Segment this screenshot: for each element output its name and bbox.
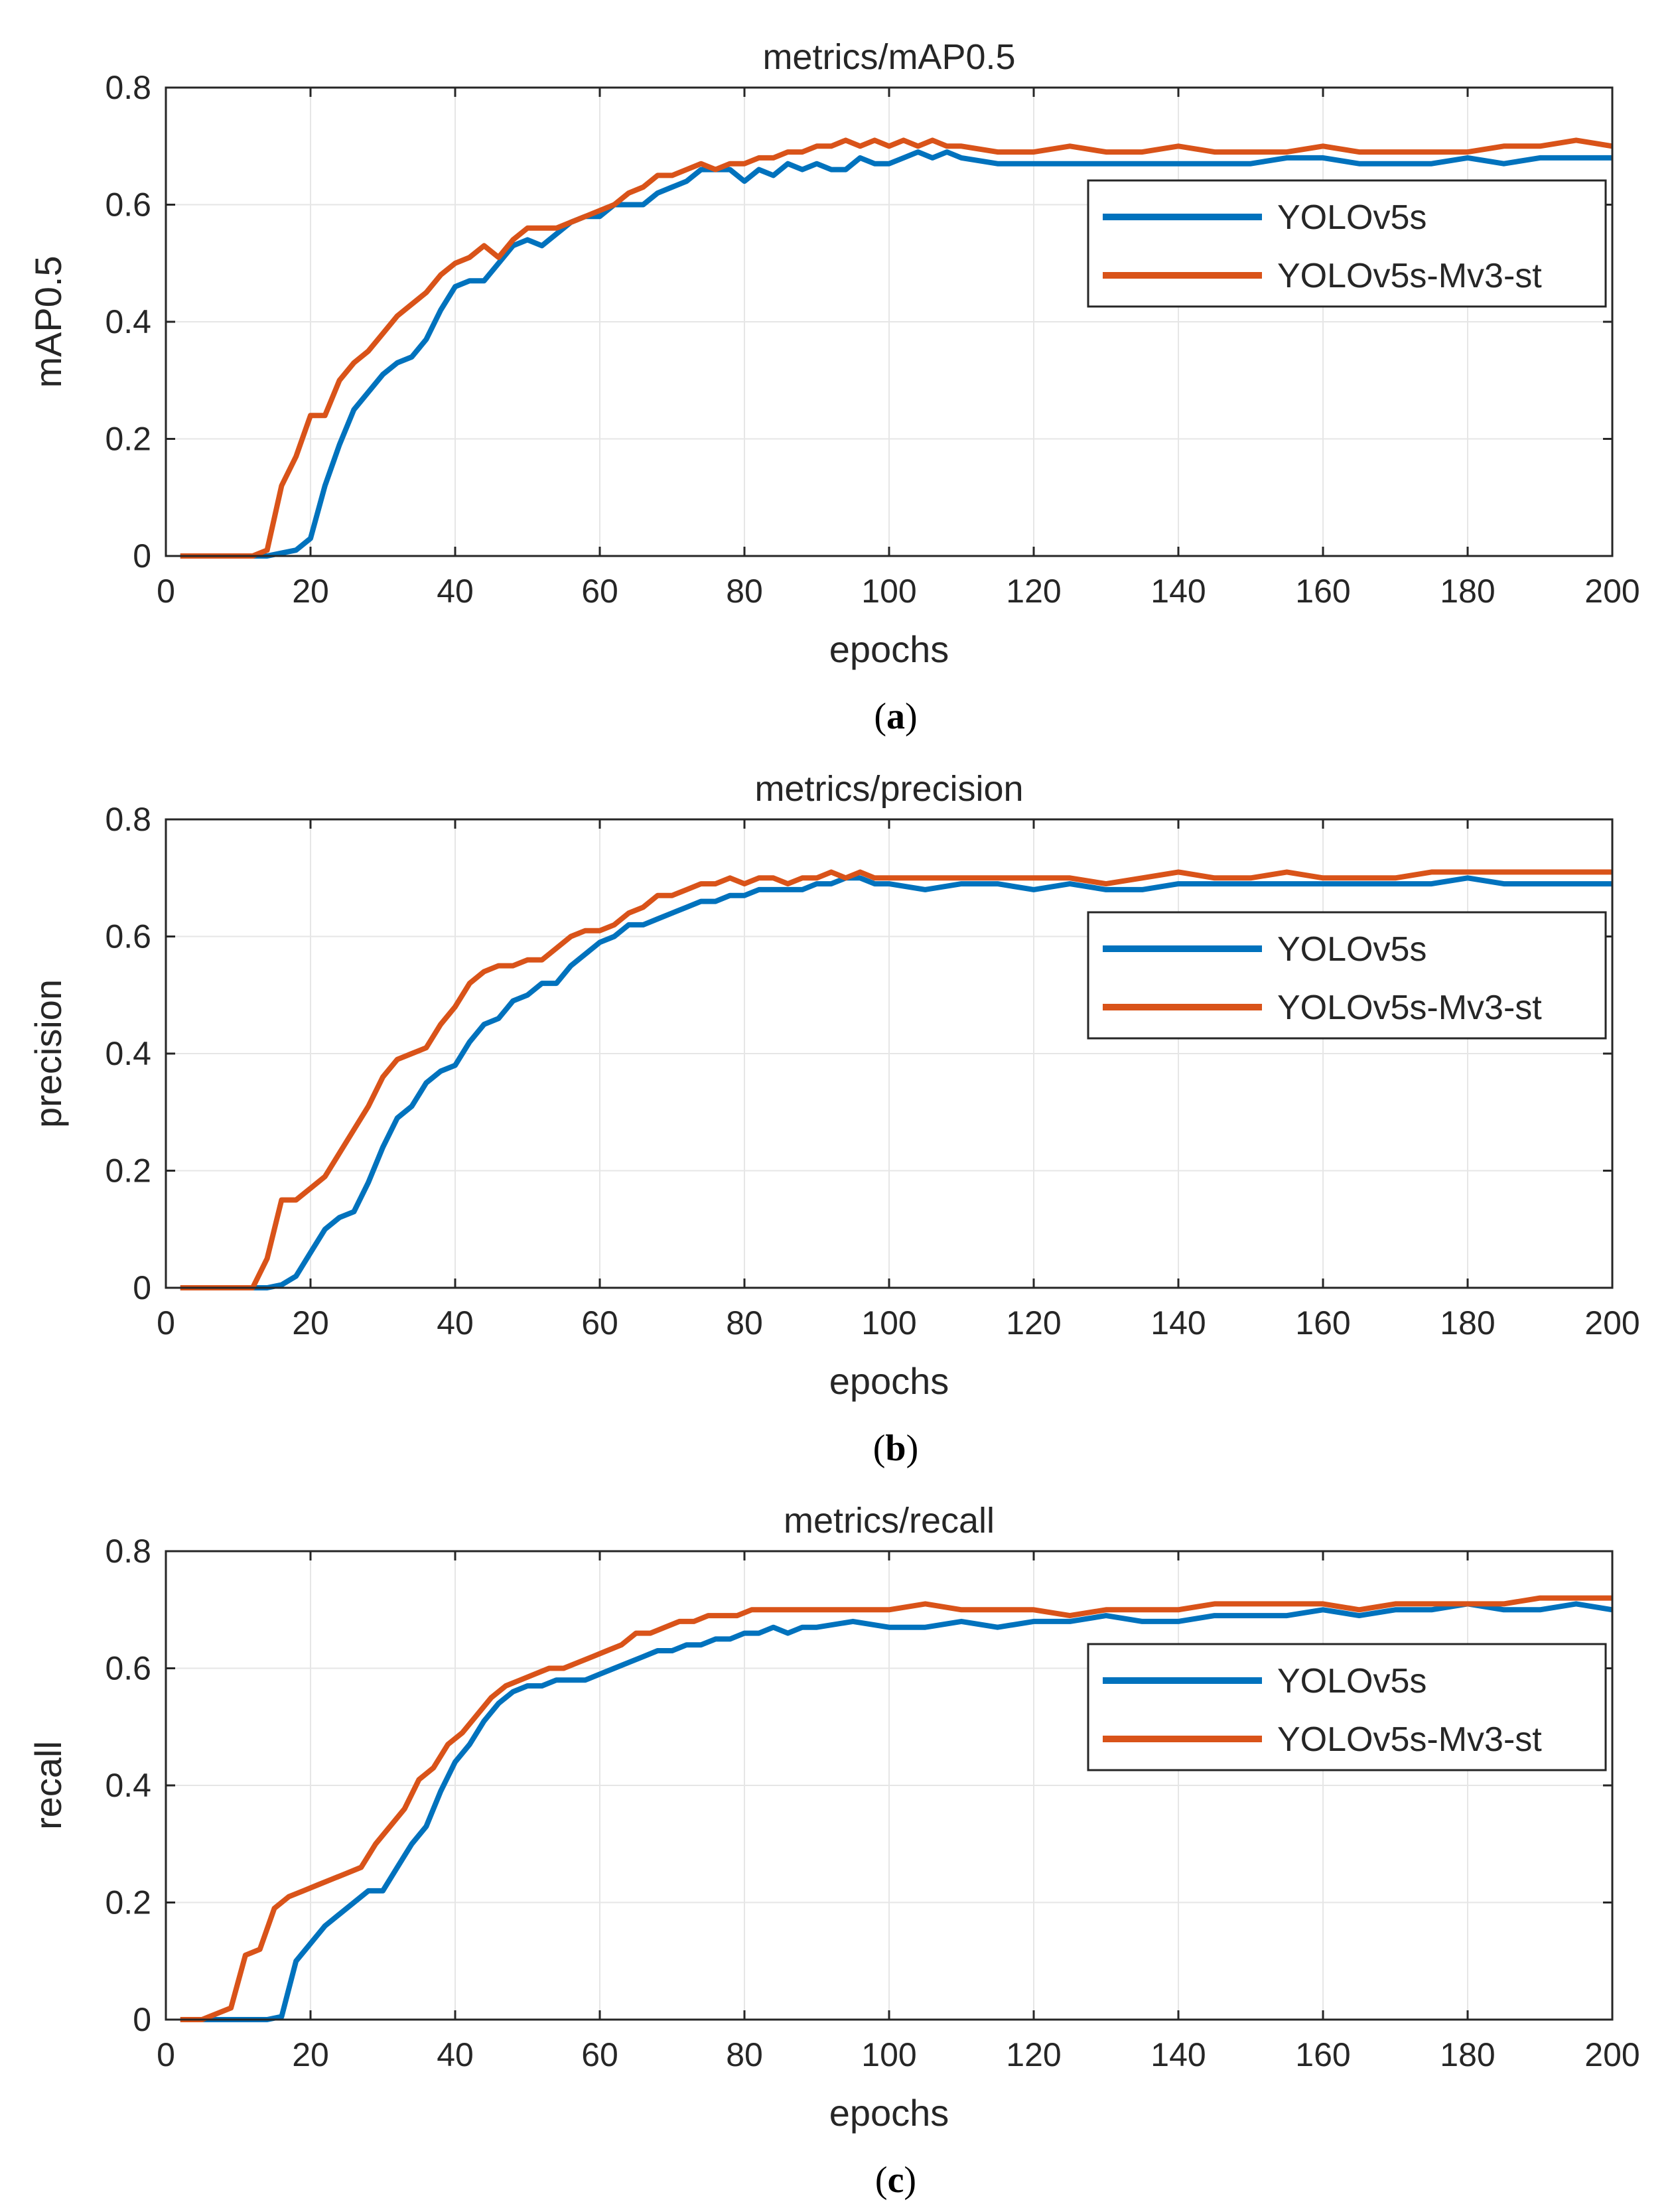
chart-title: metrics/mAP0.5: [762, 37, 1015, 77]
legend: YOLOv5s YOLOv5s-Mv3-st: [1087, 179, 1607, 308]
y-tick-label: 0.4: [105, 303, 151, 340]
x-tick-label: 40: [437, 2036, 474, 2073]
legend-label: YOLOv5s-Mv3-st: [1277, 989, 1542, 1027]
x-tick-label: 20: [292, 2036, 329, 2073]
x-tick-label: 40: [437, 573, 474, 610]
x-tick-label: 140: [1151, 2036, 1206, 2073]
x-axis-label: epochs: [829, 2092, 949, 2134]
x-axis-label: epochs: [829, 628, 949, 670]
y-tick-label: 0: [133, 537, 151, 575]
x-tick-label: 0: [157, 573, 175, 610]
x-tick-label: 80: [726, 573, 763, 610]
panel-caption-letter: a: [886, 696, 905, 737]
x-tick-label: 100: [861, 573, 916, 610]
series-line-yolov5s-mv3-st: [180, 137, 1613, 559]
series-line-yolov5s-mv3-st: [180, 869, 1612, 1290]
x-tick-label: 80: [726, 1304, 763, 1342]
series-line-yolov5s-mv3-st: [180, 1595, 1612, 2022]
y-tick-label: 0.6: [105, 1650, 151, 1687]
x-tick-label: 60: [581, 573, 618, 610]
panel-caption: (c): [875, 2160, 916, 2201]
x-axis-label: epochs: [829, 1360, 949, 1402]
x-tick-label: 180: [1440, 1304, 1495, 1342]
y-axis-label: recall: [27, 1741, 69, 1830]
legend-label: YOLOv5s: [1277, 1662, 1427, 1700]
chart-title: metrics/recall: [784, 1501, 995, 1541]
x-tick-label: 0: [157, 1304, 175, 1342]
y-tick-label: 0.4: [105, 1035, 151, 1072]
x-tick-label: 160: [1295, 2036, 1350, 2073]
x-tick-label: 160: [1295, 1304, 1350, 1342]
x-tick-label: 0: [157, 2036, 175, 2073]
y-tick-label: 0.8: [105, 69, 151, 106]
x-tick-label: 120: [1006, 1304, 1061, 1342]
legend: YOLOv5s YOLOv5s-Mv3-st: [1087, 911, 1607, 1040]
x-tick-label: 60: [581, 2036, 618, 2073]
x-tick-label: 120: [1006, 2036, 1061, 2073]
x-tick-label: 100: [861, 2036, 916, 2073]
x-tick-label: 20: [292, 1304, 329, 1342]
series-line-yolov5s: [180, 875, 1612, 1290]
y-tick-label: 0.8: [105, 1533, 151, 1570]
panel-caption-letter: b: [885, 1428, 906, 1469]
x-tick-label: 120: [1006, 573, 1061, 610]
x-tick-label: 80: [726, 2036, 763, 2073]
panel-caption: (b): [873, 1428, 918, 1469]
y-tick-label: 0.6: [105, 186, 151, 224]
panel-caption: (a): [874, 696, 917, 737]
y-axis-label: mAP0.5: [27, 255, 69, 387]
y-tick-label: 0.6: [105, 918, 151, 955]
x-tick-label: 160: [1295, 573, 1350, 610]
x-tick-label: 140: [1151, 1304, 1206, 1342]
y-tick-label: 0.2: [105, 1884, 151, 1921]
panel-caption-letter: c: [888, 2160, 904, 2201]
legend-label: YOLOv5s-Mv3-st: [1277, 257, 1542, 295]
y-tick-label: 0.2: [105, 421, 151, 458]
x-tick-label: 40: [437, 1304, 474, 1342]
y-tick-label: 0: [133, 1269, 151, 1306]
chart-panel-b: 0 20 40 60 80 100 120 140 160 180 200 0 0.2 0.4 0.6 0.8…: [27, 769, 1640, 1469]
x-tick-label: 60: [581, 1304, 618, 1342]
legend-label: YOLOv5s: [1277, 930, 1427, 969]
x-tick-label: 180: [1440, 573, 1495, 610]
y-tick-label: 0.2: [105, 1152, 151, 1190]
series-line-yolov5s: [180, 1601, 1613, 2022]
y-axis-label: precision: [27, 979, 69, 1128]
x-tick-label: 200: [1584, 2036, 1639, 2073]
legend-label: YOLOv5s: [1277, 198, 1427, 237]
chart-panel-c: 0 20 40 60 80 100 120 140 160 180 200 0 0.2 0.4 0.6 0.8…: [27, 1501, 1640, 2201]
chart-title: metrics/precision: [754, 769, 1023, 809]
y-tick-label: 0: [133, 2001, 151, 2038]
legend-box: [1087, 179, 1607, 308]
x-tick-label: 200: [1584, 573, 1639, 610]
legend-label: YOLOv5s-Mv3-st: [1277, 1720, 1542, 1759]
y-tick-label: 0.8: [105, 801, 151, 838]
x-tick-label: 20: [292, 573, 329, 610]
y-tick-label: 0.4: [105, 1767, 151, 1804]
x-tick-label: 140: [1151, 573, 1206, 610]
series-line-yolov5s: [180, 149, 1612, 559]
x-tick-label: 100: [861, 1304, 916, 1342]
x-tick-label: 180: [1440, 2036, 1495, 2073]
x-tick-label: 200: [1584, 1304, 1639, 1342]
legend-box: [1087, 1643, 1607, 1771]
chart-panel-a: 0 20 40 60 80 100 120 140 160 180 200 0 0.2 0.4 0.6 0.8…: [27, 37, 1640, 737]
legend: YOLOv5s YOLOv5s-Mv3-st: [1087, 1643, 1607, 1771]
legend-box: [1087, 911, 1607, 1040]
